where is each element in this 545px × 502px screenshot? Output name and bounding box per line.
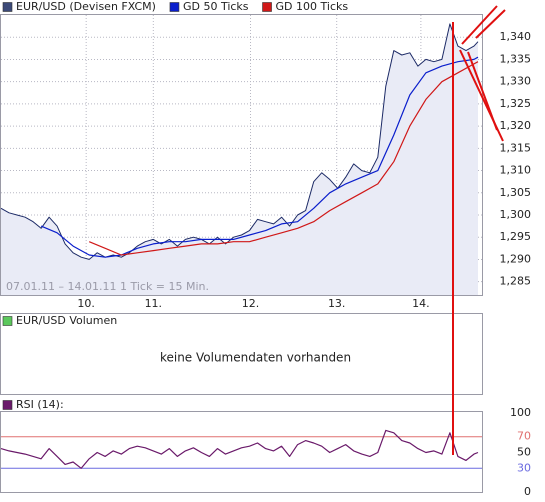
legend-label: EUR/USD (Devisen FXCM) [16, 0, 156, 13]
legend-label: RSI (14): [16, 398, 64, 411]
x-tick-label: 10. [77, 297, 95, 310]
series-line [0, 23, 479, 260]
legend-label: GD 50 Ticks [183, 0, 249, 13]
y-tick-label: 1,310 [500, 164, 532, 177]
subtitle: 07.01.11 – 14.01.11 1 Tick = 15 Min. [6, 280, 209, 293]
annotation [452, 5, 506, 455]
panel-title: EUR/USD Volumen [16, 314, 117, 327]
volume-frame [0, 313, 483, 395]
legend-swatch [2, 400, 13, 410]
legend-label: GD 100 Ticks [276, 0, 349, 13]
x-tick-label: 11. [145, 297, 163, 310]
plot-layer: EUR/USD (Devisen FXCM) GD 50 Ticks GD 100 … [0, 0, 532, 498]
x-tick-label: 14. [412, 297, 430, 310]
legend-swatch [262, 2, 272, 12]
y-tick-label: 1,320 [500, 119, 532, 132]
price-frame [0, 14, 483, 296]
y-tick-label: 1,330 [500, 75, 532, 88]
y-tick-label: 1,290 [500, 252, 532, 265]
series-line [88, 61, 479, 256]
legend-swatch [2, 316, 13, 326]
y-tick-label: 0 [524, 485, 531, 498]
y-tick-label: 30 [517, 461, 531, 474]
panel-message: keine Volumendaten vorhanden [160, 351, 351, 365]
y-tick-label: 1,335 [500, 52, 532, 65]
y-tick-label: 70 [517, 430, 531, 443]
y-tick-label: 1,300 [500, 208, 532, 221]
y-tick-label: 1,285 [500, 275, 532, 288]
x-tick-label: 12. [242, 297, 260, 310]
series-line [40, 56, 479, 258]
series-area [1, 23, 478, 296]
y-tick-label: 1,305 [500, 186, 532, 199]
y-tick-label: 100 [510, 406, 531, 419]
y-tick-label: 1,325 [500, 97, 532, 110]
legend-swatch [2, 2, 13, 12]
y-tick-label: 1,315 [500, 141, 532, 154]
y-tick-label: 1,340 [500, 30, 532, 43]
y-tick-label: 1,295 [500, 230, 532, 243]
series-line [0, 429, 479, 469]
x-tick-label: 13. [328, 297, 346, 310]
legend-swatch [169, 2, 180, 12]
rsi-frame [0, 411, 483, 493]
y-tick-label: 50 [517, 446, 531, 459]
